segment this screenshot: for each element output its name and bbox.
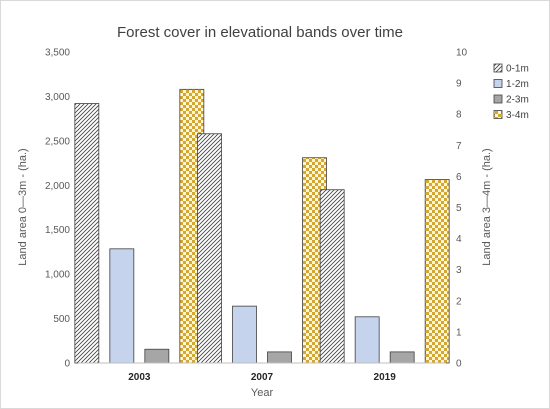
left-tick-label: 2,500: [45, 136, 70, 147]
legend-swatch-3-4m: [493, 110, 503, 119]
right-tick-label: 8: [456, 110, 462, 121]
legend-label: 2-3m: [506, 95, 529, 106]
left-tick-label: 1,000: [45, 270, 70, 281]
legend-swatch-1-2m: [493, 79, 503, 88]
right-tick-label: 6: [456, 172, 462, 183]
right-tick-label: 9: [456, 79, 462, 90]
category-label: 2019: [374, 372, 397, 383]
left-tick-label: 3,000: [45, 92, 70, 103]
bar-1-2m-2003: [109, 248, 135, 364]
right-tick-label: 0: [456, 359, 462, 370]
left-tick-label: 500: [53, 314, 70, 325]
legend-label: 0-1m: [506, 64, 529, 75]
right-tick-label: 1: [456, 327, 462, 338]
right-tick-label: 3: [456, 265, 462, 276]
left-axis-ticks: 0 500 1,000 1,500 2,000 2,500 3,000 3,500: [45, 48, 70, 370]
bar-0-1m-2019: [319, 189, 345, 364]
left-axis-title: Land area 0—3m - (ha.): [17, 148, 29, 265]
left-tick-label: 1,500: [45, 225, 70, 236]
bar-1-2m-2007: [232, 305, 257, 364]
legend-label: 3-4m: [506, 110, 529, 121]
chart-title: Forest cover in elevational bands over t…: [117, 24, 403, 41]
right-axis-title: Land area 3—4m - (ha.): [481, 148, 493, 265]
bar-2-3m-2019: [389, 351, 415, 364]
legend-label: 1-2m: [506, 79, 529, 90]
x-axis-title: Year: [251, 387, 274, 399]
category-labels: 2003 2007 2019: [128, 372, 396, 383]
category-label: 2003: [128, 372, 151, 383]
bar-1-2m-2019: [354, 316, 380, 364]
bar-2-3m-2003: [144, 348, 170, 364]
legend: 0-1m 1-2m 2-3m 3-4m: [493, 63, 529, 121]
left-tick-label: 3,500: [45, 48, 70, 59]
legend-swatch-0-1m: [493, 63, 503, 73]
bars-group: [74, 88, 450, 364]
bar-2-3m-2007: [267, 351, 292, 364]
right-tick-label: 4: [456, 234, 462, 245]
right-axis-ticks: 0 1 2 3 4 5 6 7 8 9 10: [456, 48, 468, 370]
right-tick-label: 5: [456, 203, 462, 214]
category-label: 2007: [251, 372, 274, 383]
right-tick-label: 2: [456, 296, 462, 307]
bar-0-1m-2003: [74, 103, 100, 364]
left-tick-label: 2,000: [45, 181, 70, 192]
right-tick-label: 7: [456, 141, 462, 152]
bar-3-4m-2019: [424, 179, 450, 364]
left-tick-label: 0: [64, 359, 70, 370]
bar-0-1m-2007: [197, 133, 222, 364]
right-tick-label: 10: [456, 48, 468, 59]
legend-swatch-2-3m: [493, 94, 503, 104]
